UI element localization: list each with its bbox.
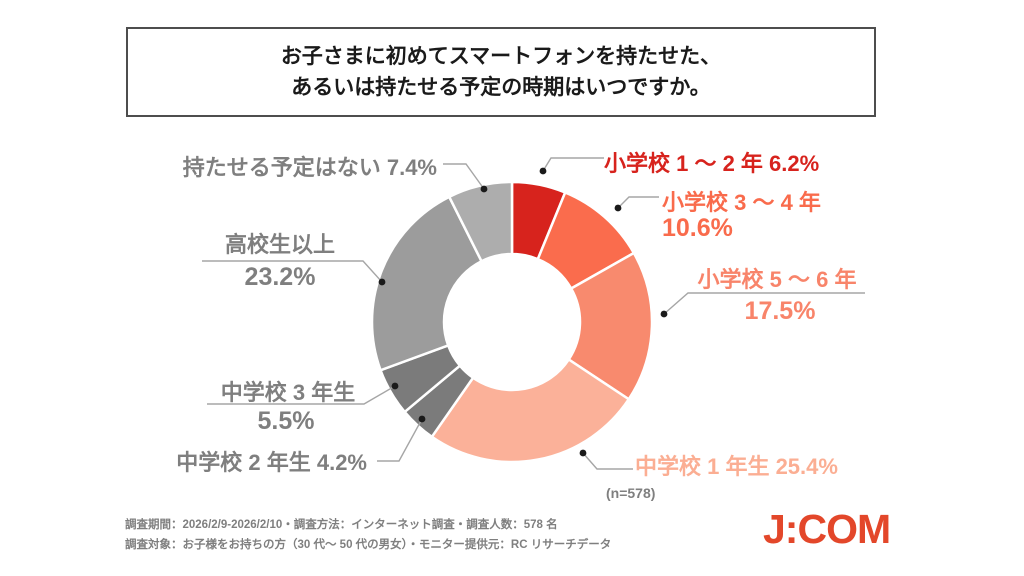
leader-line-5 <box>207 385 396 405</box>
leader-line-2 <box>663 292 865 315</box>
leader-line-3 <box>582 452 633 470</box>
donut-segment-6 <box>370 195 484 372</box>
leader-line-1 <box>617 196 659 209</box>
segment-label-5-line-1: 5.5% <box>257 407 315 435</box>
segment-label-5-line-0: 中学校 3 年生 <box>220 380 356 405</box>
leader-line-4 <box>377 418 423 462</box>
title-box: お子さまに初めてスマートフォンを持たせた、 あるいは持たせる予定の時期はいつです… <box>126 27 876 117</box>
donut-segment-2 <box>566 251 654 401</box>
survey-footnote: 調査期間：2026/2/9-2026/2/10・調査方法：インターネット調査・調… <box>125 515 611 555</box>
footnote-line-2: 調査対象：お子様をお持ちの方（30 代～ 50 代の男女）・モニター提供元：RC… <box>125 539 612 551</box>
segment-label-6-line-1: 23.2% <box>244 263 316 291</box>
segment-label-2-line-0: 小学校 5 ～ 6 年 <box>697 267 857 292</box>
segment-label-1-line-1: 10.6% <box>662 214 733 242</box>
segment-label-1-line-0: 小学校 3 ～ 4 年 <box>662 190 821 215</box>
donut-segment-7 <box>447 180 514 263</box>
leader-dot-7 <box>480 185 488 193</box>
leader-dot-2 <box>660 310 668 318</box>
sample-size-note: (n=578) <box>606 485 656 501</box>
segment-label-7-line-0: 持たせる予定はない 7.4% <box>182 155 437 180</box>
leader-dot-6 <box>378 278 386 286</box>
segment-label-0-line-0: 小学校 1 ～ 2 年 6.2% <box>604 151 820 176</box>
title-line-1: お子さまに初めてスマートフォンを持たせた、 <box>280 45 722 68</box>
leader-dot-3 <box>579 449 587 457</box>
jcom-logo: J:COM <box>763 506 891 552</box>
leader-line-0 <box>542 157 604 172</box>
leader-dot-1 <box>614 204 622 212</box>
segment-label-2-line-1: 17.5% <box>744 297 816 325</box>
segment-label-6-line-0: 高校生以上 <box>224 232 336 257</box>
donut-segment-3 <box>430 357 631 464</box>
footnote-line-1: 調査期間：2026/2/9-2026/2/10・調査方法：インターネット調査・調… <box>125 519 558 531</box>
leader-dot-0 <box>539 167 547 175</box>
leader-line-7 <box>443 163 485 190</box>
segment-label-3-line-0: 中学校 1 年生 25.4% <box>635 454 838 479</box>
leader-dot-4 <box>418 415 426 423</box>
segment-label-4-line-0: 中学校 2 年生 4.2% <box>176 450 367 475</box>
leader-dot-5 <box>391 382 399 390</box>
leader-line-6 <box>202 260 383 283</box>
title-line-2: あるいは持たせる予定の時期はいつですか。 <box>291 76 711 99</box>
